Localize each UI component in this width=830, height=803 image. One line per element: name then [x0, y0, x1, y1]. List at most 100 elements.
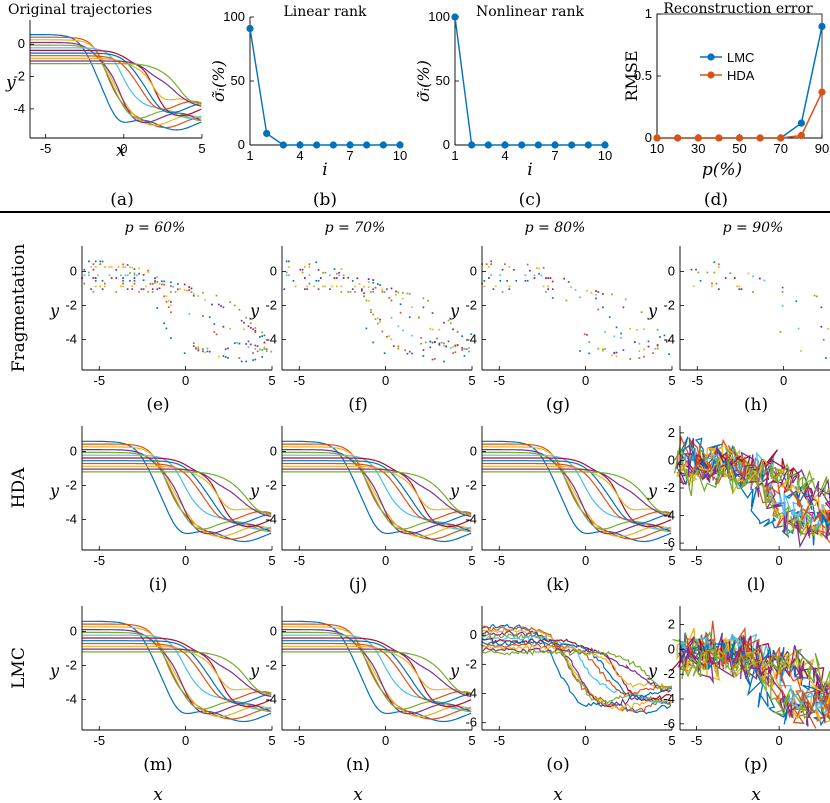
- fragment-point: [304, 266, 306, 268]
- fragment-point: [224, 356, 227, 358]
- fragment-point: [288, 266, 290, 268]
- fragment-point: [542, 266, 545, 269]
- fragment-point: [322, 285, 324, 288]
- trajectory-line: [681, 646, 830, 695]
- fragment-point: [663, 334, 666, 337]
- trajectory-line: [30, 44, 202, 122]
- fragment-point: [492, 288, 495, 290]
- legend-lmc-marker: [707, 53, 715, 61]
- rmse-point: [797, 119, 805, 127]
- fragment-point: [161, 280, 163, 283]
- y-tick-label: 50: [231, 73, 245, 88]
- y-tick-label: -2: [663, 666, 675, 681]
- fragment-point: [395, 293, 397, 296]
- trajectory-line: [482, 446, 672, 537]
- trajectory-line: [282, 631, 472, 713]
- fragment-point: [595, 290, 597, 292]
- fragment-point: [92, 291, 95, 293]
- fragment-point: [347, 276, 350, 279]
- fragment-point: [397, 347, 400, 350]
- fragment-point: [215, 294, 218, 297]
- fragment-point: [447, 319, 450, 322]
- fragment-point: [397, 325, 400, 328]
- fragment-point: [454, 344, 457, 347]
- fragment-point: [386, 335, 388, 338]
- fragment-point: [381, 330, 384, 333]
- x-tick-label: 5: [268, 733, 275, 748]
- fragment-point: [301, 268, 304, 271]
- fragment-point: [163, 280, 165, 283]
- fragment-point: [315, 261, 318, 264]
- fragment-point: [365, 327, 368, 330]
- y-tick-label: -4: [465, 331, 477, 346]
- fragment-point: [88, 271, 90, 274]
- fragment-point: [174, 291, 177, 293]
- fragment-point: [265, 350, 268, 353]
- fragment-point: [402, 297, 404, 300]
- y-tick-label: 0: [443, 137, 450, 152]
- panel-letter: (k): [546, 575, 570, 595]
- rmse-point: [756, 134, 764, 142]
- y-tick-label: -2: [663, 480, 675, 495]
- fragment-point: [172, 285, 175, 288]
- fragment-point: [183, 289, 186, 291]
- fragment-point: [83, 268, 86, 271]
- fragment-point: [402, 291, 404, 294]
- fragment-point: [372, 288, 375, 291]
- x-axis-label: x: [116, 141, 126, 161]
- fragment-point: [747, 272, 750, 275]
- x-tick-label: -5: [691, 553, 703, 568]
- rmse-point: [797, 131, 805, 140]
- y-axis-label: y: [249, 301, 260, 320]
- trajectory-line: [82, 626, 272, 717]
- fragment-point: [351, 288, 354, 290]
- legend-lmc-label: LMC: [727, 50, 754, 65]
- fragment-point: [665, 340, 668, 343]
- panel-j: -5 0 5 0 -2 -4 y (j): [249, 426, 476, 595]
- fragment-point: [229, 301, 232, 303]
- fragment-point: [508, 285, 511, 288]
- trajectory-line: [482, 623, 671, 715]
- fragment-point: [690, 268, 693, 271]
- trajectory-line: [82, 440, 272, 543]
- fragment-point: [738, 288, 741, 290]
- fragment-point: [236, 341, 238, 344]
- y-tick-label: 0: [70, 443, 77, 458]
- fragment-point: [220, 305, 222, 307]
- fragment-point: [156, 281, 159, 283]
- fragment-point: [376, 322, 379, 325]
- fragment-point: [372, 281, 375, 284]
- fragment-point: [254, 348, 257, 350]
- fragment-point: [759, 277, 761, 280]
- fragment-point: [252, 359, 254, 362]
- fragment-point: [483, 279, 486, 282]
- fragment-point: [695, 268, 697, 271]
- fragment-point: [261, 356, 264, 358]
- fragment-point: [238, 357, 241, 359]
- panel-letter: (e): [146, 395, 169, 415]
- x-axis-label: p(%): [702, 160, 742, 180]
- fragment-point: [494, 285, 497, 288]
- fragment-point: [668, 353, 670, 356]
- y-axis-label: y: [249, 481, 260, 500]
- fragment-point: [131, 266, 134, 269]
- fragment-point: [335, 277, 338, 279]
- fragment-point: [133, 282, 136, 285]
- fragment-point: [452, 328, 454, 331]
- fragment-point: [308, 263, 311, 266]
- fragment-point: [597, 308, 600, 311]
- fragment-point: [535, 267, 538, 269]
- fragment-point: [333, 277, 336, 279]
- panel-l: -5 0 5 2 0 -2 -4 -6 y (l): [647, 425, 830, 595]
- trajectory-line: [282, 460, 472, 524]
- fragment-point: [379, 321, 381, 323]
- fragment-point: [256, 345, 259, 348]
- trajectory-line: [680, 642, 830, 705]
- fragment-point: [454, 345, 457, 348]
- fragment-point: [104, 285, 106, 288]
- fragment-point: [438, 342, 441, 345]
- x-tick-label: 50: [732, 141, 746, 156]
- y-axis-label: y: [449, 661, 460, 680]
- fragment-point: [468, 350, 470, 353]
- trajectory-line: [82, 443, 272, 540]
